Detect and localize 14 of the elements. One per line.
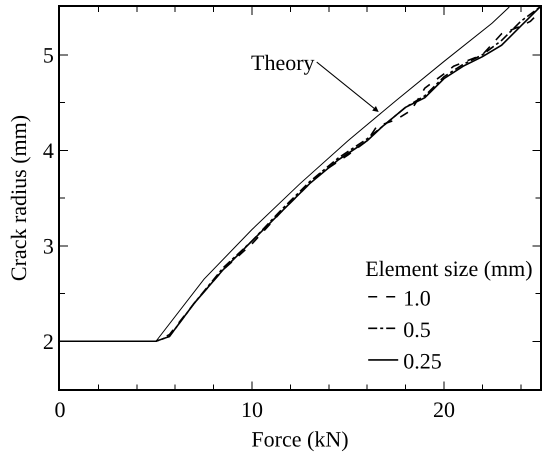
- y-axis-title: Crack radius (mm): [6, 114, 32, 282]
- x-axis-title: Force (kN): [251, 426, 349, 452]
- legend-title: Element size (mm): [365, 256, 533, 281]
- y-tick-label: 2: [42, 328, 54, 354]
- legend-label: 0.5: [403, 316, 431, 342]
- legend-label: 1.0: [403, 285, 431, 310]
- legend-label: 0.25: [403, 348, 442, 374]
- y-tick-label: 5: [42, 42, 54, 68]
- x-tick-label: 20: [433, 397, 455, 422]
- x-tick-label: 0: [54, 397, 66, 422]
- x-tick-label: 10: [241, 397, 263, 422]
- y-tick-label: 4: [42, 138, 54, 163]
- annotation: Theory: [251, 50, 315, 75]
- y-tick-label: 3: [42, 233, 54, 258]
